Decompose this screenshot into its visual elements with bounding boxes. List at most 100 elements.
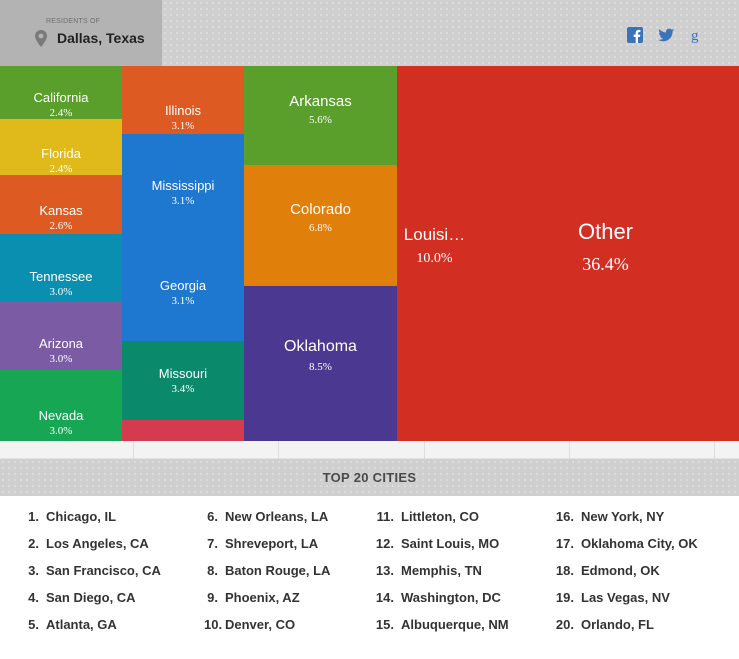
header-bar: RESIDENTS OF Dallas, Texas g	[0, 0, 739, 66]
city-name: Edmond, OK	[581, 563, 660, 578]
tile-name-label: Georgia	[159, 278, 207, 294]
city-item[interactable]: 5. Atlanta, GA	[28, 616, 161, 643]
city-name: Saint Louis, MO	[401, 536, 500, 551]
treemap-tile[interactable]	[397, 66, 739, 441]
city-name: Memphis, TN	[401, 563, 482, 578]
location-caption: RESIDENTS OF	[46, 18, 101, 25]
divider-strip	[0, 441, 739, 459]
treemap-label-group: Louisi… 10.0%	[397, 66, 472, 441]
city-name: Albuquerque, NM	[401, 617, 509, 632]
tile-value-label: 10.0%	[416, 250, 453, 266]
treemap-tile[interactable]	[0, 175, 122, 234]
tile-value-label: 3.1%	[171, 119, 195, 132]
cities-title: TOP 20 CITIES	[322, 470, 417, 485]
tile-value-label: 3.1%	[171, 294, 195, 307]
cities-column: 6. New Orleans, LA 7. Shreveport, LA 8. Baton…	[204, 508, 330, 643]
city-rank: 13.	[375, 563, 394, 578]
city-item[interactable]: 2. Los Angeles, CA	[28, 535, 161, 562]
cities-column: 11. Littleton, CO 12. Saint Louis, MO 13. Mem…	[375, 508, 509, 643]
treemap-tile[interactable]	[122, 341, 244, 420]
city-item[interactable]: 18. Edmond, OK	[553, 562, 698, 589]
city-rank: 20.	[555, 617, 574, 632]
google-plus-icon[interactable]: g	[688, 27, 704, 43]
treemap-label-group: Tennessee 3.0%	[0, 234, 122, 301]
city-item[interactable]: 7. Shreveport, LA	[204, 535, 330, 562]
city-item[interactable]: 4. San Diego, CA	[28, 589, 161, 616]
treemap-label-group: Colorado 6.8%	[244, 165, 397, 286]
cities-list: 1. Chicago, IL 2. Los Angeles, CA 3. San Fran…	[0, 496, 739, 659]
tile-value-label: 3.0%	[49, 352, 73, 365]
city-rank: 9.	[207, 590, 218, 605]
tile-name-label: Missouri	[158, 366, 208, 382]
treemap-tile[interactable]	[244, 66, 397, 165]
city-name: San Diego, CA	[46, 590, 136, 605]
divider-tick	[424, 441, 425, 459]
city-rank: 19.	[555, 590, 574, 605]
city-name: Phoenix, AZ	[225, 590, 300, 605]
city-rank: 17.	[555, 536, 574, 551]
city-rank: 6.	[207, 509, 218, 524]
city-item[interactable]: 17. Oklahoma City, OK	[553, 535, 698, 562]
city-item[interactable]: 1. Chicago, IL	[28, 508, 161, 535]
treemap-tile[interactable]	[0, 119, 122, 175]
city-item[interactable]: 9. Phoenix, AZ	[204, 589, 330, 616]
twitter-icon[interactable]	[658, 27, 674, 43]
city-item[interactable]: 15. Albuquerque, NM	[375, 616, 509, 643]
map-pin-icon	[35, 30, 47, 47]
city-name: Baton Rouge, LA	[225, 563, 331, 578]
city-item[interactable]: 11. Littleton, CO	[375, 508, 509, 535]
city-item[interactable]: 13. Memphis, TN	[375, 562, 509, 589]
tile-value-label: 3.0%	[49, 424, 73, 437]
tile-value-label: 5.6%	[309, 113, 332, 126]
tile-name-label: Florida	[41, 146, 81, 162]
treemap-label-group: Illinois 3.1%	[122, 66, 244, 134]
facebook-icon[interactable]	[627, 27, 643, 43]
city-item[interactable]: 20. Orlando, FL	[553, 616, 698, 643]
treemap-tile[interactable]	[122, 233, 244, 341]
city-rank: 5.	[28, 617, 39, 632]
city-rank: 2.	[28, 536, 39, 551]
treemap-tile[interactable]	[0, 66, 122, 119]
city-item[interactable]: 8. Baton Rouge, LA	[204, 562, 330, 589]
city-item[interactable]: 10. Denver, CO	[204, 616, 330, 643]
tile-name-label: Kansas	[39, 203, 83, 219]
tile-value-label: 3.1%	[171, 194, 195, 207]
tile-value-label: 8.5%	[309, 361, 332, 374]
city-item[interactable]: 3. San Francisco, CA	[28, 562, 161, 589]
tile-name-label: Illinois	[164, 103, 202, 119]
tile-value-label: 2.4%	[49, 106, 73, 119]
city-name: Oklahoma City, OK	[581, 536, 698, 551]
city-rank: 7.	[207, 536, 218, 551]
tile-value-label: 6.8%	[309, 221, 332, 234]
city-item[interactable]: 14. Washington, DC	[375, 589, 509, 616]
city-name: New Orleans, LA	[225, 509, 329, 524]
tile-name-label: Nevada	[38, 408, 84, 424]
city-item[interactable]: 19. Las Vegas, NV	[553, 589, 698, 616]
cities-column: 1. Chicago, IL 2. Los Angeles, CA 3. San Fran…	[28, 508, 161, 643]
city-rank: 16.	[555, 509, 574, 524]
treemap-tile[interactable]	[0, 234, 122, 301]
treemap-tile[interactable]	[244, 286, 397, 441]
treemap-tile[interactable]	[0, 301, 122, 370]
city-item[interactable]: 16. New York, NY	[553, 508, 698, 535]
city-rank: 10.	[204, 617, 223, 632]
city-item[interactable]: 6. New Orleans, LA	[204, 508, 330, 535]
treemap-tile[interactable]	[122, 66, 244, 134]
divider-tick	[133, 441, 134, 459]
divider-tick	[714, 441, 715, 459]
tile-name-label: Louisi…	[403, 224, 466, 244]
treemap-tile[interactable]	[0, 370, 122, 441]
city-name: Orlando, FL	[581, 617, 654, 632]
city-name: Washington, DC	[401, 590, 501, 605]
city-item[interactable]: 12. Saint Louis, MO	[375, 535, 509, 562]
city-name: Chicago, IL	[46, 509, 117, 524]
location-title: Dallas, Texas	[57, 30, 145, 46]
treemap-tile[interactable]	[122, 134, 244, 233]
treemap-label-group: Other 36.4%	[472, 66, 739, 441]
city-name: Los Angeles, CA	[46, 536, 149, 551]
tile-name-label: Other	[577, 218, 634, 244]
tile-name-label: Mississippi	[151, 178, 215, 194]
city-rank: 4.	[28, 590, 39, 605]
treemap-tile[interactable]	[244, 165, 397, 286]
tile-name-label: Colorado	[290, 201, 351, 218]
